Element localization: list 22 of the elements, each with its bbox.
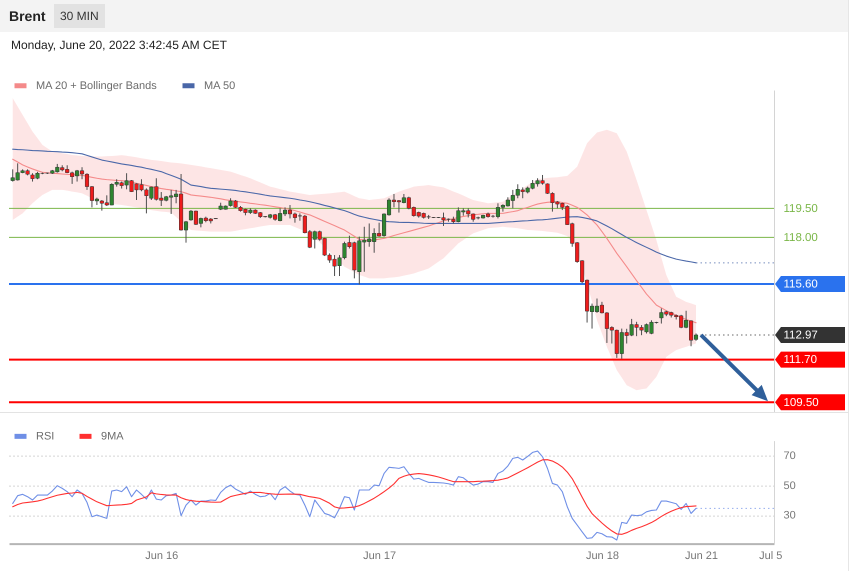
- y-tick-label: 115.60: [784, 278, 818, 290]
- y-tick-label: 118.00: [784, 232, 818, 244]
- chart-title: Brent: [9, 8, 46, 24]
- legend-label: 9MA: [101, 430, 124, 442]
- x-tick-label: Jun 16: [145, 550, 178, 562]
- y-tick-label: 119.50: [784, 202, 818, 215]
- y-tick-label: 70: [783, 450, 796, 462]
- y-tick-label: 109.50: [784, 396, 819, 409]
- chart-subtitle: Monday, June 20, 2022 3:42:45 AM CET: [11, 38, 227, 52]
- legend-label: MA 20 + Bollinger Bands: [36, 80, 158, 92]
- x-tick-label: Jun 21: [684, 550, 718, 562]
- x-tick-label: Jul 5: [759, 550, 782, 562]
- x-tick-label: Jun 17: [363, 550, 396, 562]
- legend-label: MA 50: [204, 80, 236, 92]
- text: 30 MIN: [54, 4, 105, 28]
- y-tick-label: 50: [783, 480, 796, 492]
- legend-label: RSI: [36, 430, 54, 442]
- y-tick-label: 111.70: [784, 354, 817, 366]
- x-tick-label: Jun 18: [586, 550, 619, 562]
- line-series: [12, 459, 697, 535]
- y-tick-label: 30: [783, 510, 796, 522]
- y-tick-label: 112.97: [784, 329, 818, 342]
